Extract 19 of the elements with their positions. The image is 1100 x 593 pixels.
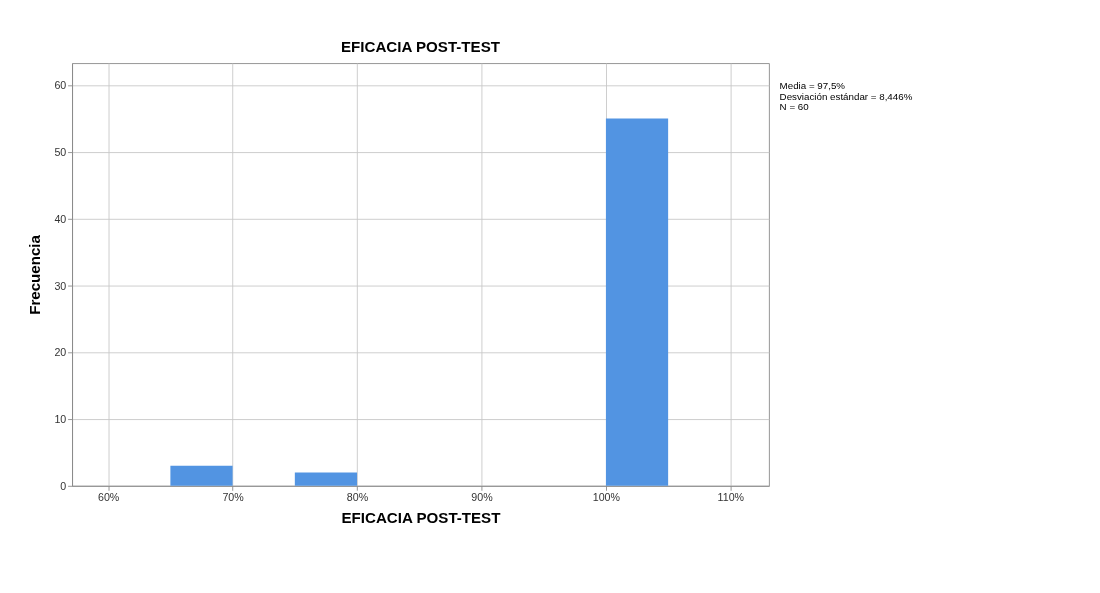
x-tick-label: 110% [717,490,745,503]
y-axis-title: Frecuencia [26,234,44,315]
x-tick-label: 60% [97,490,120,503]
y-tick-label: 60 [54,79,67,92]
x-axis-title: EFICACIA POST-TEST [341,508,502,526]
chart-title: EFICACIA POST-TEST [341,38,501,56]
text: N = 60 [779,101,810,113]
x-tick-label: 70% [222,490,245,503]
y-tick-label: 0 [60,479,67,492]
x-tick-label: 100% [592,490,621,503]
y-tick-label: 20 [54,346,67,359]
text: Desviación estándar = 8,446% [779,90,913,102]
x-tick-label: 90% [471,490,494,503]
y-tick-label: 10 [54,413,67,426]
x-tick-label: 80% [346,490,369,503]
y-tick-label: 40 [54,212,67,225]
y-tick-label: 30 [54,279,67,292]
text: Media = 97,5% [779,79,846,91]
y-tick-label: 50 [54,145,67,158]
